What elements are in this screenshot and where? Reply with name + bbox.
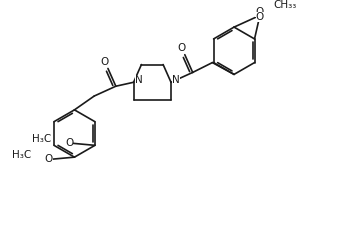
Text: CH₃: CH₃ <box>273 0 293 11</box>
Text: O: O <box>65 138 73 148</box>
Text: N: N <box>172 75 180 85</box>
Text: O: O <box>45 154 53 164</box>
Text: O: O <box>101 57 109 67</box>
Text: H₃C: H₃C <box>32 134 51 144</box>
Text: H₃C: H₃C <box>12 150 31 160</box>
Text: N: N <box>134 75 142 85</box>
Text: CH₃: CH₃ <box>277 0 296 11</box>
Text: O: O <box>256 12 264 22</box>
Text: O: O <box>255 7 263 17</box>
Text: O: O <box>178 43 186 53</box>
